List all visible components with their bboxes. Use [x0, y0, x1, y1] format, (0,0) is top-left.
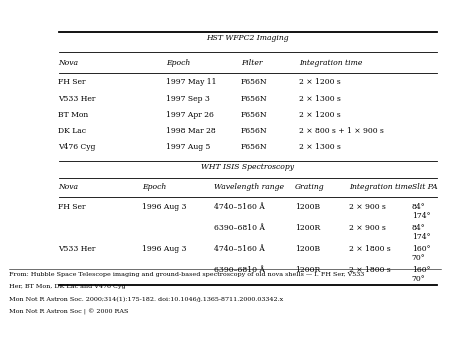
- Text: DK Lac: DK Lac: [58, 127, 86, 135]
- Text: F656N: F656N: [241, 95, 267, 103]
- Text: Mon Not R Astron Soc. 2000;314(1):175-182. doi:10.1046/j.1365-8711.2000.03342.x: Mon Not R Astron Soc. 2000;314(1):175-18…: [9, 296, 283, 302]
- Text: 1200R: 1200R: [295, 266, 320, 274]
- Text: 1998 Mar 28: 1998 Mar 28: [166, 127, 216, 135]
- Text: 84°: 84°: [412, 203, 425, 212]
- Text: Integration time: Integration time: [349, 183, 412, 191]
- Text: 1997 Sep 3: 1997 Sep 3: [166, 95, 211, 103]
- Text: 4740–5160 Å: 4740–5160 Å: [214, 245, 265, 254]
- Text: 70°: 70°: [412, 254, 425, 262]
- Text: 1996 Aug 3: 1996 Aug 3: [142, 245, 186, 254]
- Text: F656N: F656N: [241, 143, 267, 151]
- Text: Epoch: Epoch: [142, 183, 166, 191]
- Text: 2 × 800 s + 1 × 900 s: 2 × 800 s + 1 × 900 s: [299, 127, 384, 135]
- Text: 6390–6810 Å: 6390–6810 Å: [214, 266, 265, 274]
- Text: 2 × 1800 s: 2 × 1800 s: [349, 245, 391, 254]
- Text: Grating: Grating: [295, 183, 324, 191]
- Text: 1200B: 1200B: [295, 245, 320, 254]
- Text: V533 Her: V533 Her: [58, 245, 96, 254]
- Text: 1997 Aug 5: 1997 Aug 5: [166, 143, 211, 151]
- Text: 1200R: 1200R: [295, 224, 320, 233]
- Text: 2 × 900 s: 2 × 900 s: [349, 203, 386, 212]
- Text: V476 Cyg: V476 Cyg: [58, 143, 96, 151]
- Text: FH Ser: FH Ser: [58, 78, 86, 87]
- Text: F656N: F656N: [241, 127, 267, 135]
- Text: 174°: 174°: [412, 233, 430, 241]
- Text: F656N: F656N: [241, 78, 267, 87]
- Text: 1997 May 11: 1997 May 11: [166, 78, 217, 87]
- Text: HST WFPC2 Imaging: HST WFPC2 Imaging: [206, 34, 289, 42]
- Text: Filter: Filter: [241, 59, 262, 67]
- Text: 2 × 1300 s: 2 × 1300 s: [299, 143, 341, 151]
- Text: Integration time: Integration time: [299, 59, 363, 67]
- Text: 6390–6810 Å: 6390–6810 Å: [214, 224, 265, 233]
- Text: 160°: 160°: [412, 245, 430, 254]
- Text: 2 × 1200 s: 2 × 1200 s: [299, 78, 341, 87]
- Text: 2 × 1800 s: 2 × 1800 s: [349, 266, 391, 274]
- Text: Slit PA: Slit PA: [412, 183, 437, 191]
- Text: F656N: F656N: [241, 111, 267, 119]
- Text: 1997 Apr 26: 1997 Apr 26: [166, 111, 214, 119]
- Text: WHT ISIS Spectroscopy: WHT ISIS Spectroscopy: [201, 163, 294, 171]
- Text: Nova: Nova: [58, 59, 78, 67]
- Text: 2 × 1300 s: 2 × 1300 s: [299, 95, 341, 103]
- Text: FH Ser: FH Ser: [58, 203, 86, 212]
- Text: 2 × 900 s: 2 × 900 s: [349, 224, 386, 233]
- Text: Nova: Nova: [58, 183, 78, 191]
- Text: V533 Her: V533 Her: [58, 95, 96, 103]
- Text: Her, BT Mon, DK Lac and V476 Cyg: Her, BT Mon, DK Lac and V476 Cyg: [9, 284, 126, 289]
- Text: From: Hubble Space Telescope imaging and ground-based spectroscopy of old nova s: From: Hubble Space Telescope imaging and…: [9, 272, 364, 277]
- Text: 2 × 1200 s: 2 × 1200 s: [299, 111, 341, 119]
- Text: Epoch: Epoch: [166, 59, 191, 67]
- Text: Wavelength range: Wavelength range: [214, 183, 284, 191]
- Text: 1996 Aug 3: 1996 Aug 3: [142, 203, 186, 212]
- Text: BT Mon: BT Mon: [58, 111, 89, 119]
- Text: 1200B: 1200B: [295, 203, 320, 212]
- Text: 174°: 174°: [412, 212, 430, 220]
- Text: 4740–5160 Å: 4740–5160 Å: [214, 203, 265, 212]
- Text: 70°: 70°: [412, 275, 425, 283]
- Text: Mon Not R Astron Soc | © 2000 RAS: Mon Not R Astron Soc | © 2000 RAS: [9, 309, 128, 315]
- Text: 84°: 84°: [412, 224, 425, 233]
- Text: 160°: 160°: [412, 266, 430, 274]
